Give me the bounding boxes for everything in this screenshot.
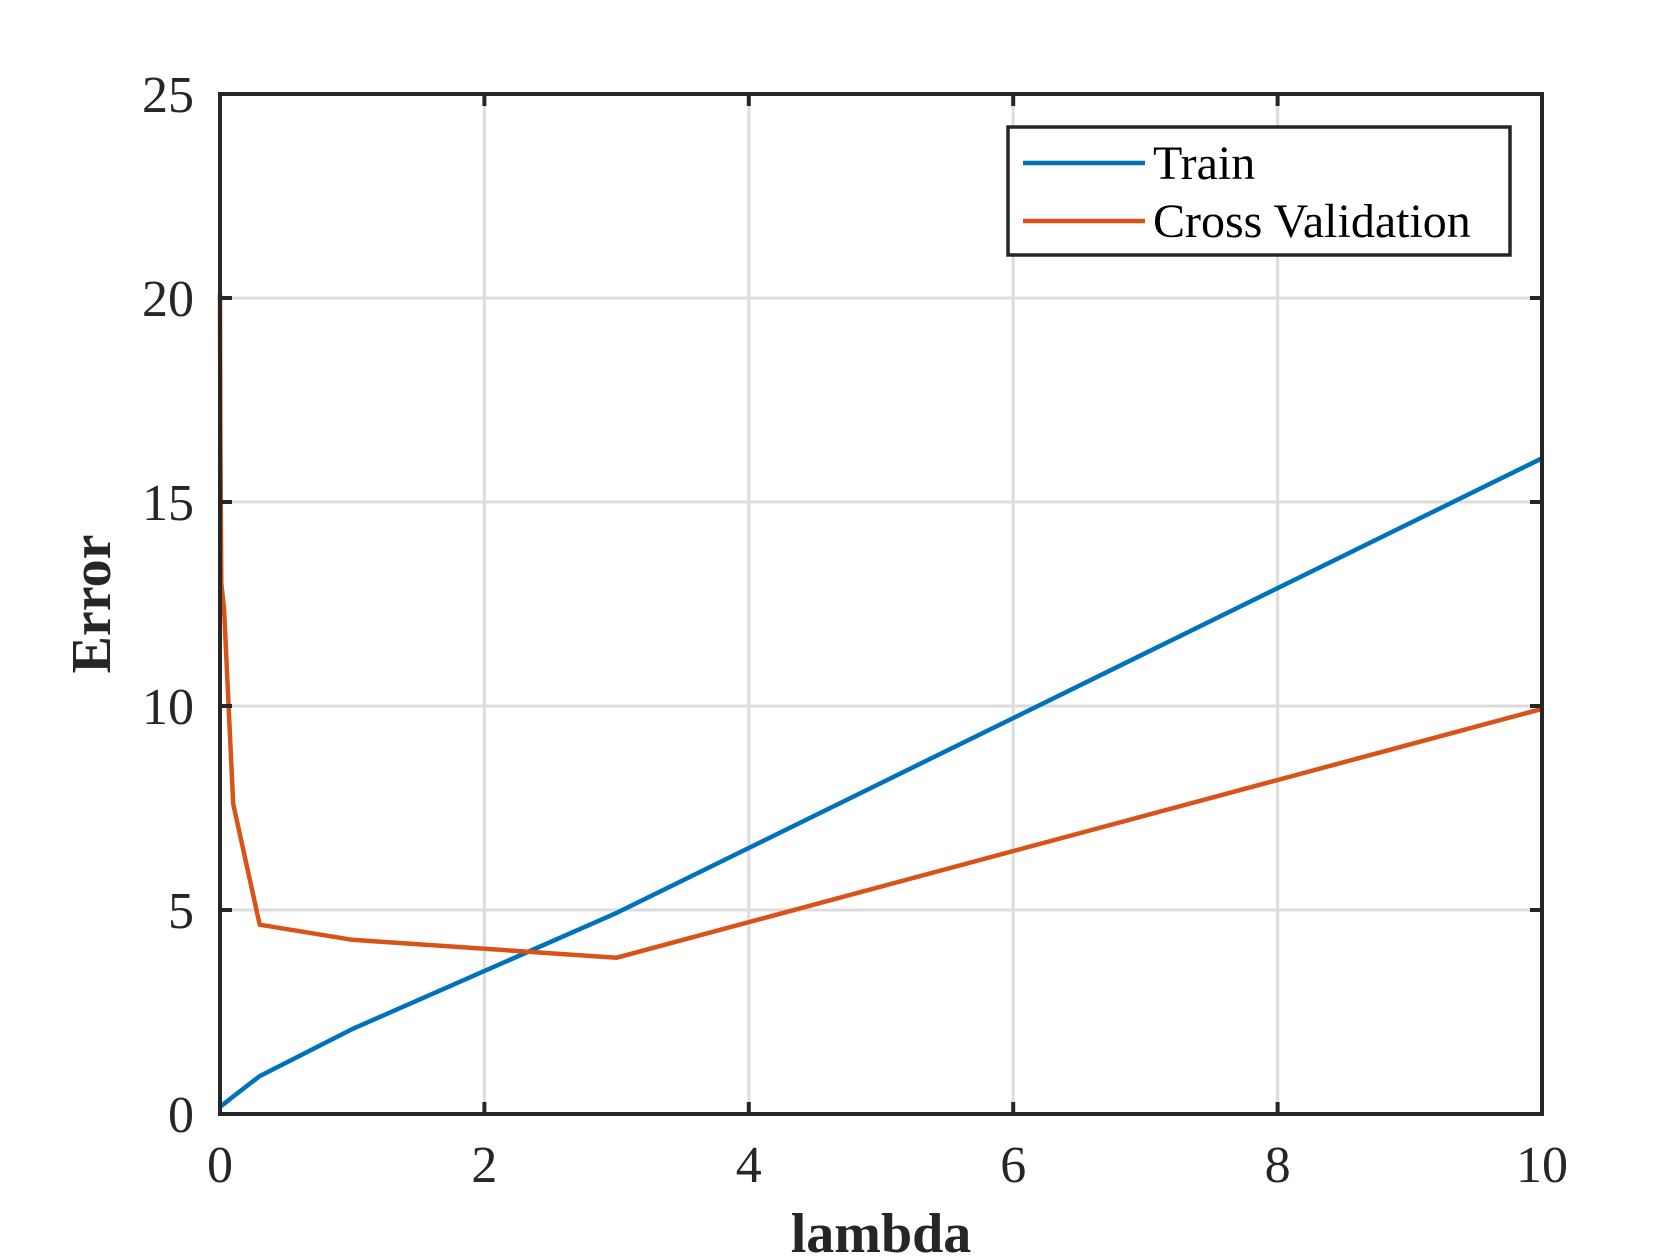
axes-frame (218, 92, 1544, 1116)
y-tick-label: 10 (142, 679, 194, 736)
legend-label-cross-validation: Cross Validation (1153, 195, 1471, 248)
y-axis-title: Error (61, 535, 123, 674)
x-tick-label: 6 (1000, 1137, 1026, 1194)
x-tick-label: 0 (207, 1137, 233, 1194)
y-tick-labels: 0 5 10 15 20 25 (142, 67, 194, 1144)
x-tick-label: 2 (471, 1137, 497, 1194)
y-tick-label: 25 (142, 67, 194, 124)
x-axis-title: lambda (791, 1203, 972, 1260)
series-lines (217, 293, 1543, 1110)
y-tick-label: 20 (142, 271, 194, 328)
x-tick-label: 8 (1265, 1137, 1291, 1194)
legend: Train Cross Validation (1006, 125, 1512, 257)
legend-label-train: Train (1153, 137, 1255, 190)
y-tick-label: 0 (168, 1087, 194, 1144)
tick-marks (218, 92, 1544, 1116)
series-line-train (217, 456, 1543, 1110)
x-tick-label: 4 (736, 1137, 762, 1194)
series-line-cross-validation (217, 293, 1543, 960)
y-tick-label: 15 (142, 475, 194, 532)
x-tick-labels: 0 2 4 6 8 10 (207, 1137, 1568, 1194)
y-tick-label: 5 (168, 883, 194, 940)
x-tick-label: 10 (1516, 1137, 1568, 1194)
legend-box (1006, 125, 1512, 257)
